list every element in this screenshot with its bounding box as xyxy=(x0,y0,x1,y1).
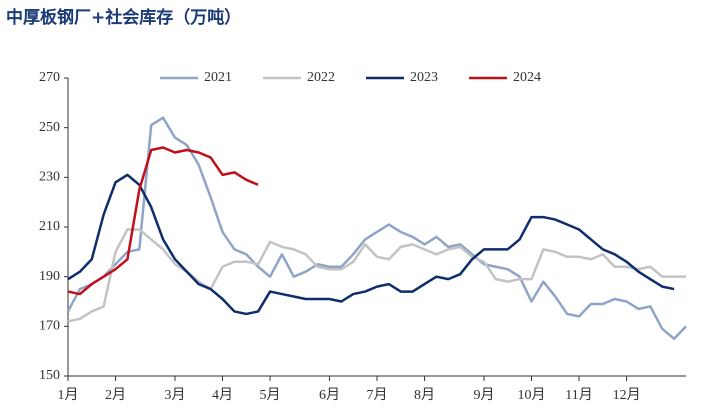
y-tick-label: 270 xyxy=(39,70,60,85)
x-tick-label: 1月 xyxy=(58,387,79,403)
chart-title: 中厚板钢厂+社会库存（万吨） xyxy=(6,7,241,28)
legend-label: 2021 xyxy=(204,70,232,85)
x-tick-label: 6月 xyxy=(319,387,340,403)
x-tick-label: 2月 xyxy=(105,387,126,403)
x-tick-label: 9月 xyxy=(473,387,494,403)
legend-label: 2023 xyxy=(410,70,438,85)
x-tick-label: 12月 xyxy=(613,387,641,403)
line-series xyxy=(67,146,259,296)
x-tick-label: 11月 xyxy=(565,387,592,403)
y-tick-label: 170 xyxy=(39,319,60,334)
y-tick-label: 150 xyxy=(39,368,60,383)
line-series xyxy=(67,173,675,316)
y-tick-label: 230 xyxy=(39,170,60,185)
legend-label: 2024 xyxy=(513,70,541,85)
x-tick-label: 5月 xyxy=(260,387,281,403)
x-tick-label: 10月 xyxy=(518,387,546,403)
x-tick-label: 4月 xyxy=(212,387,233,403)
x-tick-label: 8月 xyxy=(414,387,435,403)
legend-label: 2022 xyxy=(307,70,335,85)
y-tick-label: 250 xyxy=(39,120,60,135)
x-tick-label: 3月 xyxy=(164,387,185,403)
x-tick-label: 7月 xyxy=(367,387,388,403)
line-series xyxy=(66,116,687,340)
y-tick-label: 190 xyxy=(39,269,60,284)
y-tick-label: 210 xyxy=(39,219,60,234)
line-series xyxy=(67,228,686,323)
